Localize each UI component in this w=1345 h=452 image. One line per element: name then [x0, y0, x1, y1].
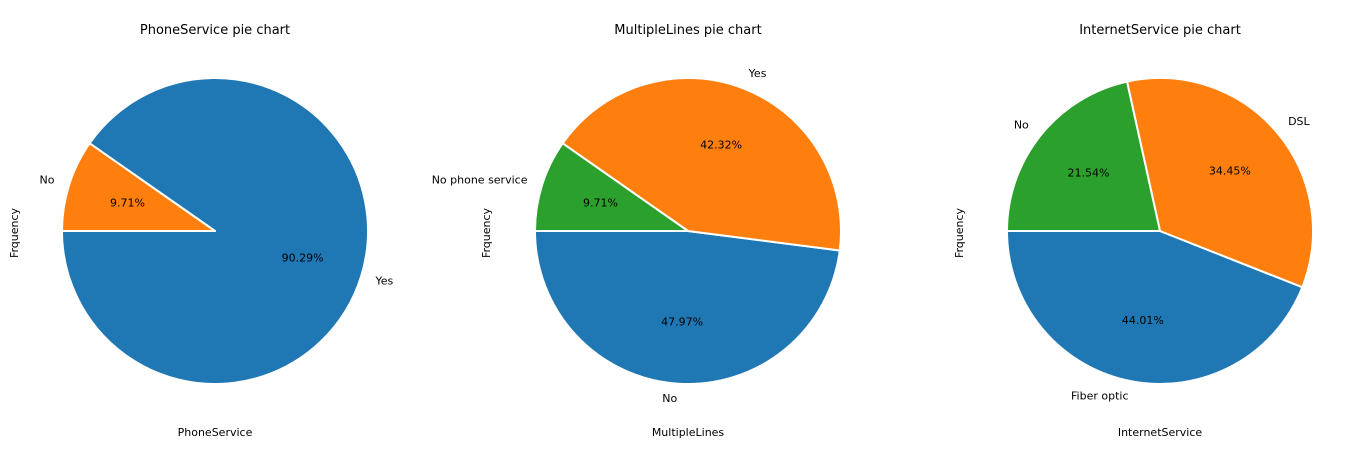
slice-label: Yes	[748, 67, 767, 80]
x-axis-label: PhoneService	[178, 426, 253, 439]
pie-slice-no-phone-service	[534, 142, 689, 232]
slice-label: Yes	[375, 275, 394, 288]
slice-pct-label: 21.54%	[1067, 167, 1109, 180]
slice-label: No	[662, 392, 677, 405]
y-axis-label: Frquency	[8, 207, 21, 258]
slice-label: No	[1014, 119, 1029, 132]
x-axis-label: MultipleLines	[652, 426, 725, 439]
x-axis-label: InternetService	[1118, 426, 1203, 439]
slice-pct-label: 47.97%	[661, 316, 703, 329]
slice-label: DSL	[1288, 115, 1310, 128]
pie-slice-fiber-optic	[1006, 230, 1304, 385]
slice-pct-label: 44.01%	[1122, 314, 1164, 327]
slice-pct-label: 9.71%	[583, 196, 618, 209]
chart-multiplelines: MultipleLines pie chart Frquency No 47.97…	[432, 23, 843, 439]
chart-title: InternetService pie chart	[1079, 23, 1241, 38]
slice-pct-label: 9.71%	[110, 196, 145, 209]
slice-pct-label: 90.29%	[282, 252, 324, 265]
pie-slice-no	[61, 142, 216, 232]
slice-label: Fiber optic	[1071, 389, 1128, 402]
chart-title: PhoneService pie chart	[140, 23, 290, 38]
slice-pct-label: 42.32%	[700, 138, 742, 151]
pie-slice-no	[1006, 80, 1161, 232]
pie-slice-no	[534, 230, 841, 385]
slice-pct-label: 34.45%	[1209, 164, 1251, 177]
pie-slice-dsl	[1126, 77, 1314, 289]
chart-internetservice: InternetService pie chart Frquency Fiber…	[953, 23, 1314, 439]
chart-phoneservice: PhoneService pie chart Frquency Yes 90.29…	[8, 23, 394, 439]
slice-label: No	[40, 173, 55, 186]
y-axis-label: Frquency	[480, 207, 493, 258]
pie: No 47.97% Yes 42.32% No phone service 9.71%	[432, 67, 843, 405]
pie: Yes 90.29% No 9.71%	[40, 77, 394, 385]
pie: Fiber optic 44.01% DSL 34.45% No 21.54%	[1006, 77, 1314, 402]
chart-title: MultipleLines pie chart	[614, 23, 761, 38]
slice-label: No phone service	[432, 173, 528, 186]
y-axis-label: Frquency	[953, 207, 966, 258]
pie-slice-yes	[561, 77, 843, 252]
